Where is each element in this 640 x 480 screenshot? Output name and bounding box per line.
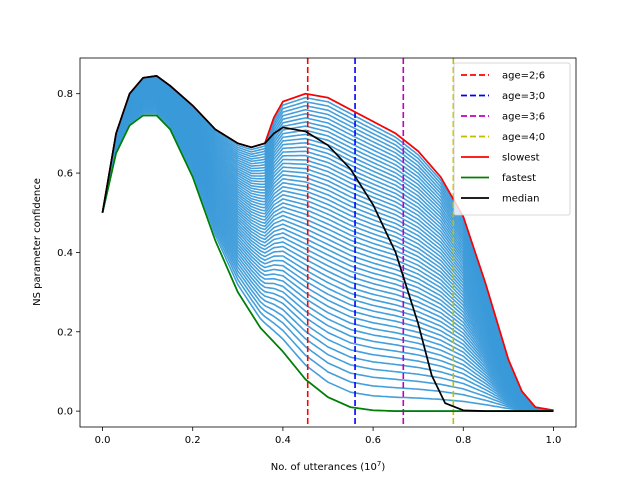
age-markers: [306, 58, 455, 427]
y-tick-label: 0.6: [57, 169, 73, 180]
legend: age=2;6 age=3;0 age=3;6 age=4;0 slowest faste…: [453, 62, 571, 216]
run-line: [101, 112, 554, 412]
legend-label: age=4;0: [502, 132, 545, 143]
x-axis-ticks: 0.0 0.2 0.4 0.6 0.8 1.0: [95, 427, 562, 446]
legend-label: slowest: [502, 153, 540, 164]
y-axis-ticks: 0.0 0.2 0.4 0.6 0.8: [57, 89, 80, 418]
legend-label: median: [502, 194, 540, 205]
x-tick-label: 0.6: [365, 435, 381, 446]
y-axis-label: NS parameter confidence: [32, 178, 43, 306]
series-lines: [101, 75, 554, 412]
plot-frame: [79, 57, 577, 428]
x-tick-label: 0.0: [95, 435, 111, 446]
legend-label: age=3;6: [502, 112, 545, 123]
series-line-fastest: [101, 114, 554, 412]
series-line-median: [101, 75, 554, 412]
y-tick-label: 0.4: [57, 248, 73, 259]
x-tick-label: 1.0: [546, 435, 562, 446]
legend-label: fastest: [502, 173, 536, 184]
x-tick-label: 0.4: [275, 435, 291, 446]
legend-label: age=2;6: [502, 71, 545, 82]
run-band: [101, 75, 554, 412]
y-tick-label: 0.0: [57, 407, 73, 418]
y-tick-label: 0.8: [57, 89, 73, 100]
y-tick-label: 0.2: [57, 327, 73, 338]
x-axis-label: No. of utterances (107): [271, 460, 386, 473]
x-tick-label: 0.8: [455, 435, 471, 446]
legend-label: age=3;0: [502, 91, 545, 102]
x-tick-label: 0.2: [185, 435, 201, 446]
